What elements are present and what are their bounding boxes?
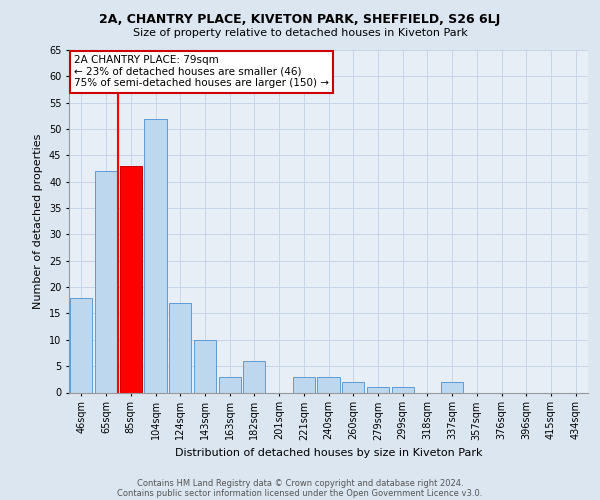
Bar <box>243 361 265 392</box>
Bar <box>119 166 142 392</box>
Text: Size of property relative to detached houses in Kiveton Park: Size of property relative to detached ho… <box>133 28 467 38</box>
Bar <box>342 382 364 392</box>
Y-axis label: Number of detached properties: Number of detached properties <box>34 134 43 309</box>
Bar <box>145 118 167 392</box>
Text: 2A, CHANTRY PLACE, KIVETON PARK, SHEFFIELD, S26 6LJ: 2A, CHANTRY PLACE, KIVETON PARK, SHEFFIE… <box>100 12 500 26</box>
Bar <box>441 382 463 392</box>
Text: Contains HM Land Registry data © Crown copyright and database right 2024.: Contains HM Land Registry data © Crown c… <box>137 478 463 488</box>
Bar <box>293 376 315 392</box>
Text: Contains public sector information licensed under the Open Government Licence v3: Contains public sector information licen… <box>118 488 482 498</box>
Bar <box>194 340 216 392</box>
Bar <box>169 303 191 392</box>
Bar <box>218 376 241 392</box>
Bar <box>317 376 340 392</box>
Bar <box>392 387 414 392</box>
Bar <box>367 387 389 392</box>
Bar <box>70 298 92 392</box>
X-axis label: Distribution of detached houses by size in Kiveton Park: Distribution of detached houses by size … <box>175 448 482 458</box>
Bar <box>95 171 117 392</box>
Text: 2A CHANTRY PLACE: 79sqm
← 23% of detached houses are smaller (46)
75% of semi-de: 2A CHANTRY PLACE: 79sqm ← 23% of detache… <box>74 55 329 88</box>
